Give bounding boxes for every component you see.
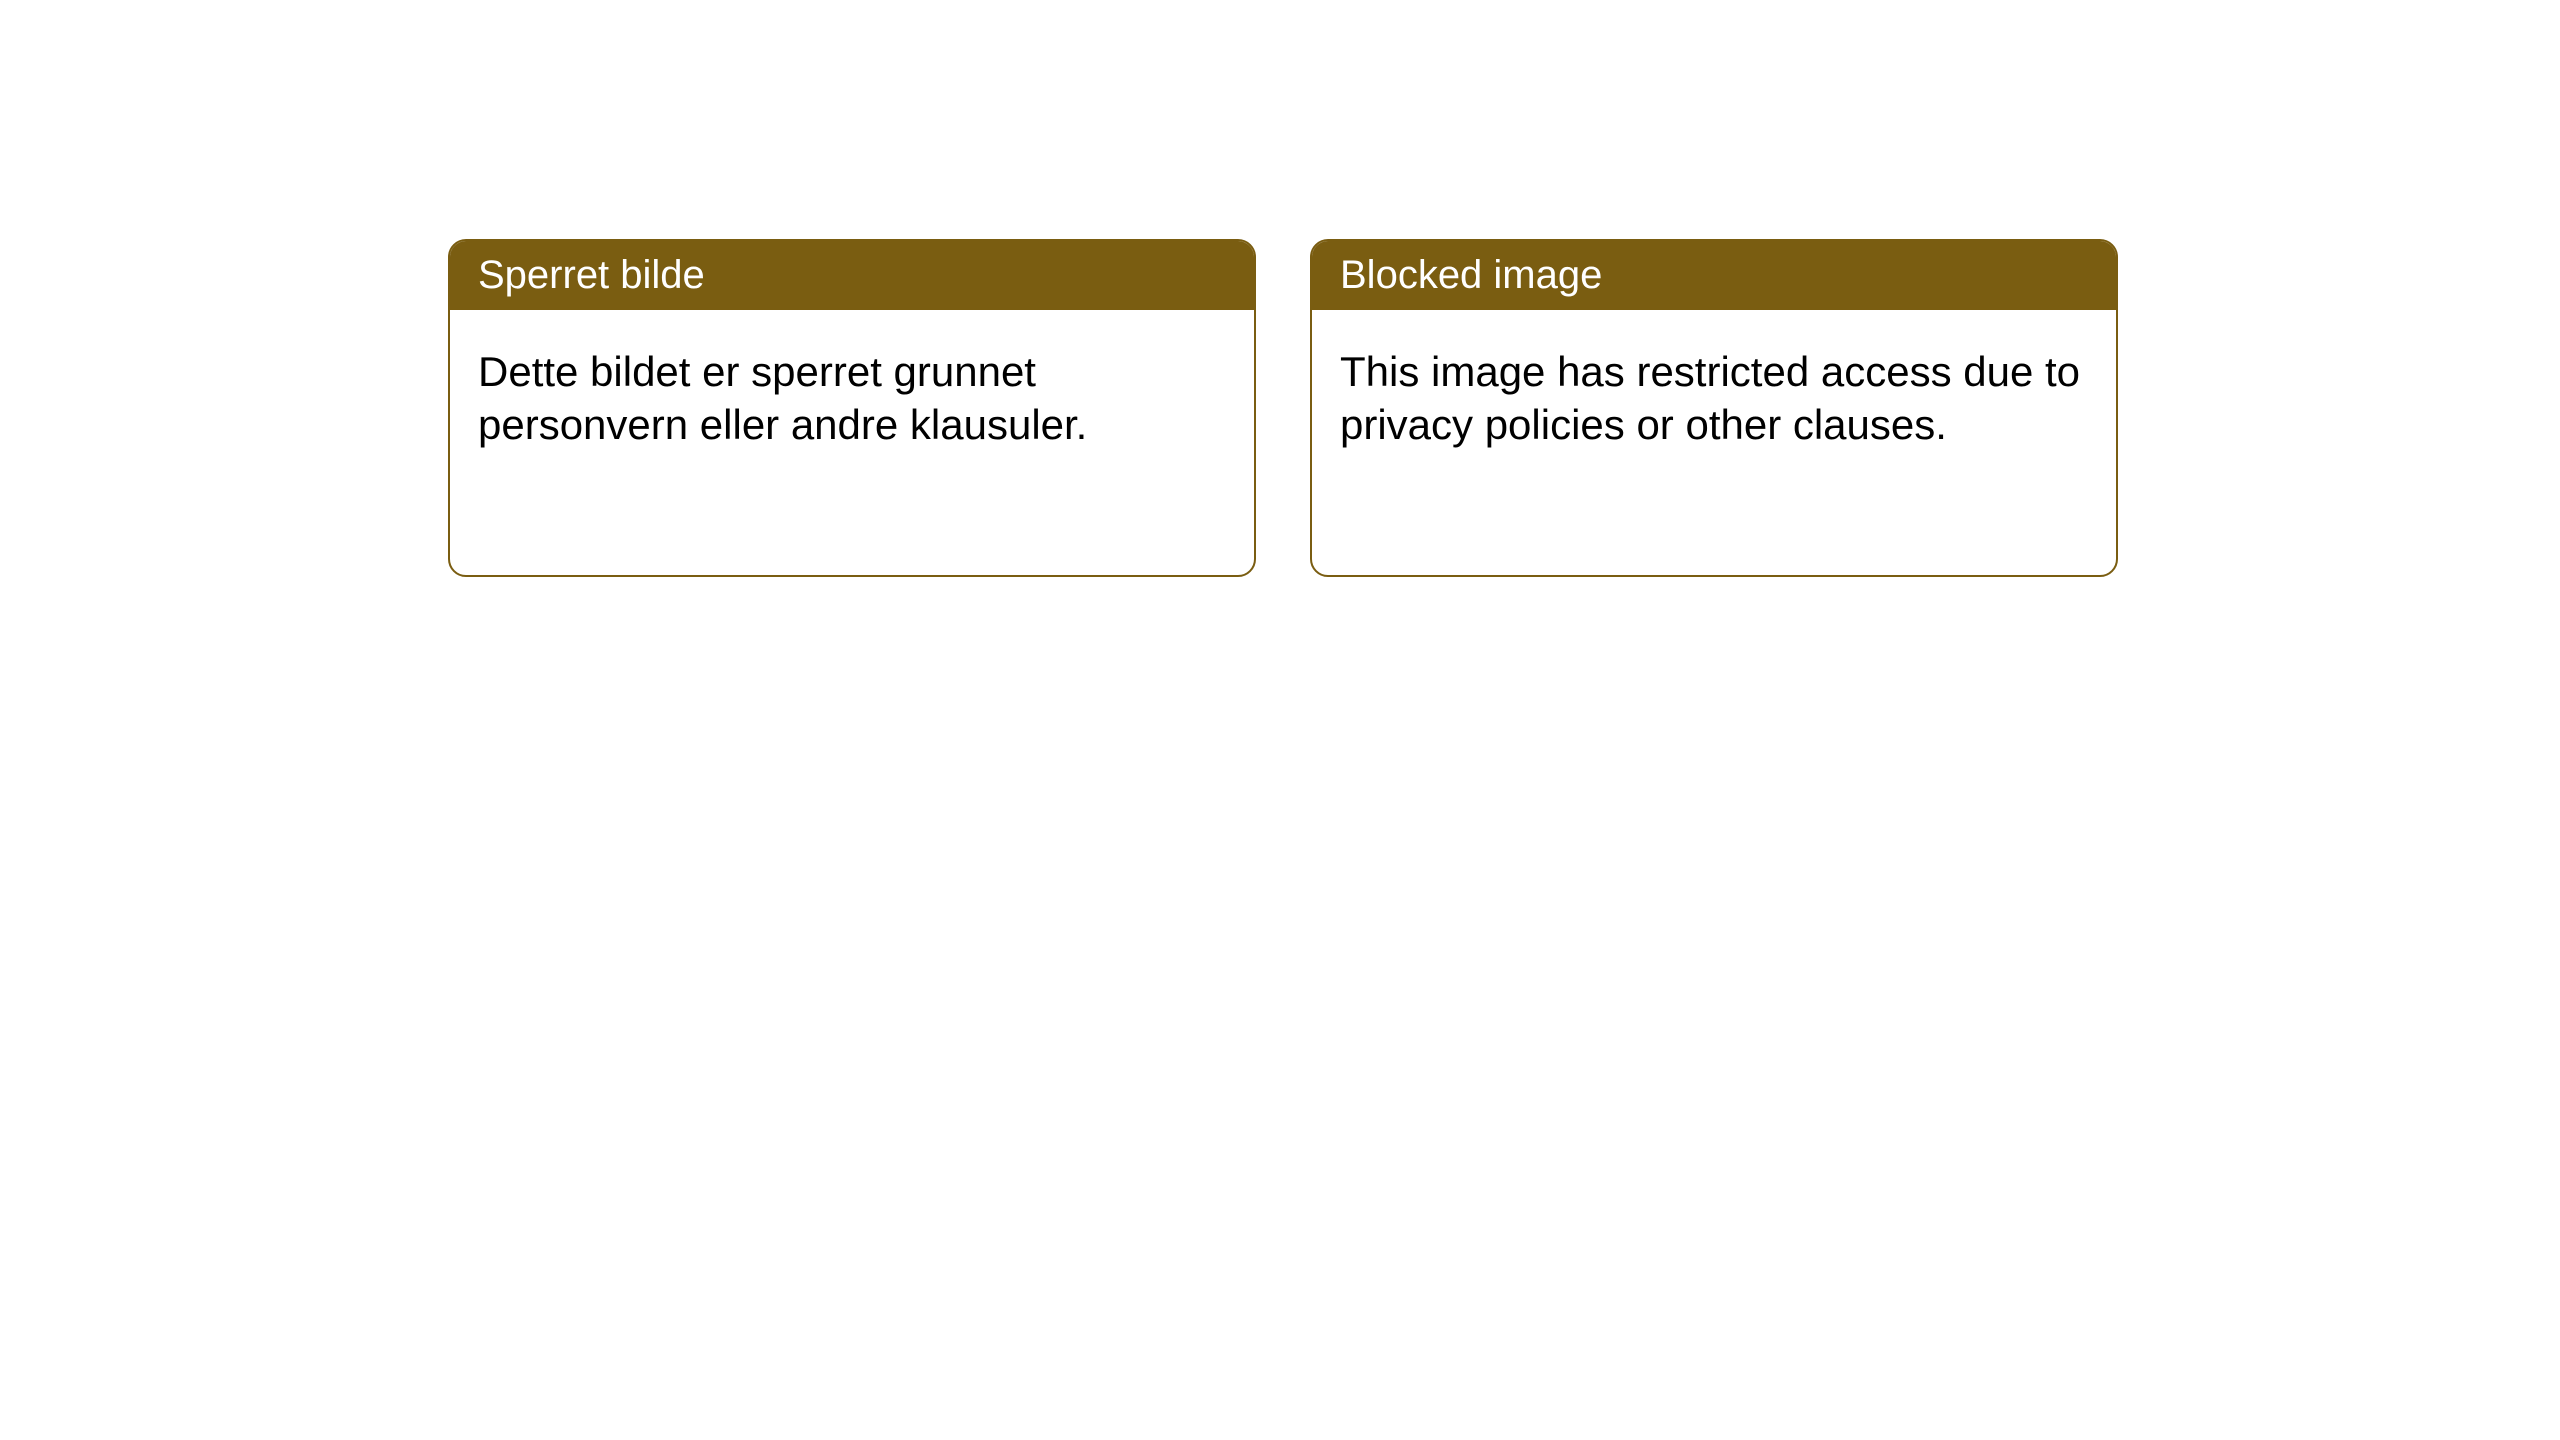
card-body-en: This image has restricted access due to … <box>1312 310 2116 487</box>
card-title-en: Blocked image <box>1340 253 1602 297</box>
notice-container: Sperret bilde Dette bildet er sperret gr… <box>0 0 2560 577</box>
blocked-image-card-no: Sperret bilde Dette bildet er sperret gr… <box>448 239 1256 577</box>
card-header-no: Sperret bilde <box>450 241 1254 310</box>
card-header-en: Blocked image <box>1312 241 2116 310</box>
card-message-no: Dette bildet er sperret grunnet personve… <box>478 348 1087 448</box>
card-body-no: Dette bildet er sperret grunnet personve… <box>450 310 1254 487</box>
blocked-image-card-en: Blocked image This image has restricted … <box>1310 239 2118 577</box>
card-message-en: This image has restricted access due to … <box>1340 348 2080 448</box>
card-title-no: Sperret bilde <box>478 253 705 297</box>
